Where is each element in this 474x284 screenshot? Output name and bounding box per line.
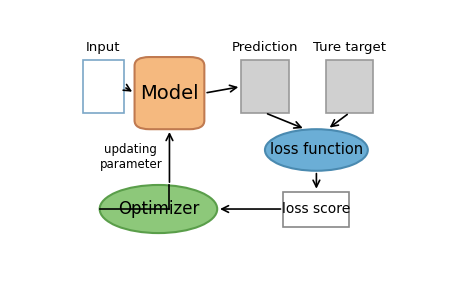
FancyBboxPatch shape xyxy=(135,57,204,129)
Text: loss score: loss score xyxy=(283,202,350,216)
Text: updating
parameter: updating parameter xyxy=(100,143,162,170)
Text: Model: Model xyxy=(140,83,199,103)
FancyBboxPatch shape xyxy=(83,60,124,113)
FancyBboxPatch shape xyxy=(283,191,349,227)
Text: loss function: loss function xyxy=(270,143,363,158)
Text: Optimizer: Optimizer xyxy=(118,200,199,218)
Ellipse shape xyxy=(100,185,217,233)
Text: Ture target: Ture target xyxy=(313,41,386,54)
FancyBboxPatch shape xyxy=(326,60,374,113)
FancyBboxPatch shape xyxy=(241,60,289,113)
Text: Input: Input xyxy=(86,41,120,54)
Ellipse shape xyxy=(265,129,368,171)
Text: Prediction: Prediction xyxy=(232,41,298,54)
